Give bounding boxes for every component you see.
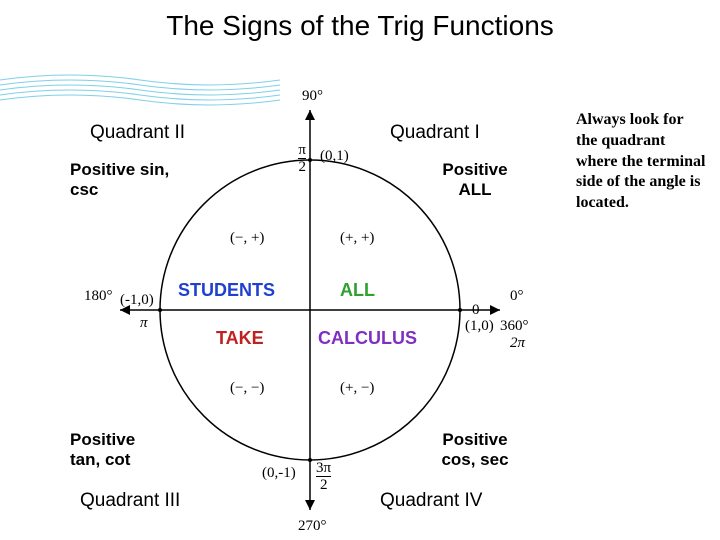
angle-top-rad: π2 xyxy=(280,142,306,176)
mnemonic-q3: TAKE xyxy=(216,328,264,349)
quadrant1-positive: Positive ALL xyxy=(425,160,525,200)
angle-right-altrad: 2π xyxy=(510,335,525,352)
angle-left-rad: π xyxy=(140,315,148,332)
unit-circle-diagram: 90° 0° 270° 180° π2 (0,1) 0 (1,0) 360° 2… xyxy=(80,80,540,540)
angle-right-altdeg: 360° xyxy=(500,318,529,335)
quadrant4-name: Quadrant IV xyxy=(380,490,482,512)
angle-bottom-rad: 3π2 xyxy=(316,460,331,494)
angle-right-rad: 0 xyxy=(472,302,480,319)
angle-right-deg: 0° xyxy=(510,288,524,305)
angle-top-point: (0,1) xyxy=(320,148,349,165)
sidebar-note: Always look for the quadrant where the t… xyxy=(576,110,706,214)
angle-top-deg: 90° xyxy=(302,88,323,105)
quadrant4-positive: Positive cos, sec xyxy=(425,430,525,470)
quadrant3-name: Quadrant III xyxy=(80,490,180,512)
mnemonic-q1: ALL xyxy=(340,280,375,301)
quadrant2-name: Quadrant II xyxy=(90,122,185,144)
signs-q4: (+, −) xyxy=(340,380,374,397)
signs-q2: (−, +) xyxy=(230,230,264,247)
angle-right-point: (1,0) xyxy=(465,318,494,335)
angle-left-point: (-1,0) xyxy=(120,292,154,309)
circle-svg xyxy=(80,80,540,540)
quadrant1-name: Quadrant I xyxy=(390,122,480,144)
signs-q3: (−, −) xyxy=(230,380,264,397)
angle-bottom-deg: 270° xyxy=(298,518,327,535)
mnemonic-q2: STUDENTS xyxy=(178,280,275,301)
quadrant2-positive: Positive sin, csc xyxy=(70,160,170,200)
angle-left-deg: 180° xyxy=(84,288,113,305)
angle-bottom-point: (0,-1) xyxy=(262,465,296,482)
signs-q1: (+, +) xyxy=(340,230,374,247)
page-title: The Signs of the Trig Functions xyxy=(0,10,720,42)
mnemonic-q4: CALCULUS xyxy=(318,328,417,349)
quadrant3-positive: Positive tan, cot xyxy=(70,430,170,470)
